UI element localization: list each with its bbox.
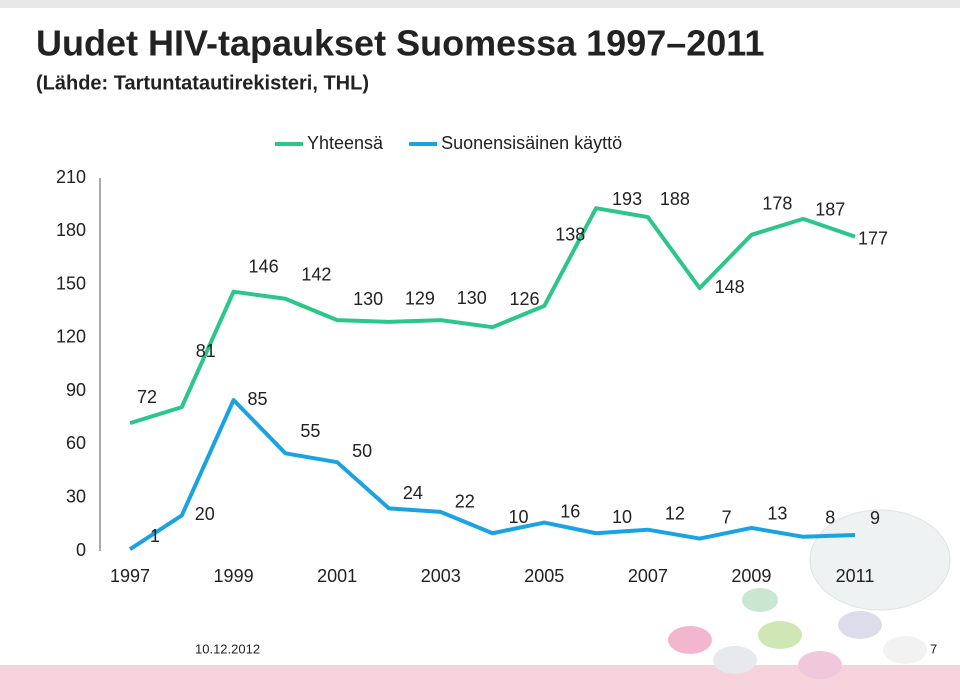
data-label: 9 <box>870 508 880 528</box>
chart-subtitle: (Lähde: Tartuntatautirekisteri, THL) <box>36 72 369 94</box>
data-label: 12 <box>665 503 685 523</box>
bottom-band <box>0 665 960 700</box>
y-tick-label: 210 <box>56 167 86 187</box>
legend-label: Yhteensä <box>307 133 384 153</box>
y-tick-label: 120 <box>56 327 86 347</box>
x-tick-label: 1997 <box>110 566 150 586</box>
y-tick-label: 30 <box>66 486 86 506</box>
data-label: 148 <box>715 277 745 297</box>
chart-title: Uudet HIV-tapaukset Suomessa 1997–2011 <box>36 23 764 64</box>
data-label: 138 <box>555 225 585 245</box>
legend-label: Suonensisäinen käyttö <box>441 133 622 153</box>
data-label: 50 <box>352 441 372 461</box>
x-tick-label: 2007 <box>628 566 668 586</box>
data-label: 81 <box>196 341 216 361</box>
y-tick-label: 0 <box>76 540 86 560</box>
data-label: 55 <box>300 421 320 441</box>
data-label: 7 <box>722 507 732 527</box>
data-label: 22 <box>455 492 475 512</box>
series-line <box>128 398 856 551</box>
data-label: 178 <box>762 194 792 214</box>
data-label: 72 <box>137 387 157 407</box>
x-tick-label: 2003 <box>421 566 461 586</box>
data-label: 13 <box>767 504 787 524</box>
data-label: 8 <box>825 508 835 528</box>
y-tick-label: 150 <box>56 273 86 293</box>
data-label: 188 <box>660 189 690 209</box>
data-label: 130 <box>353 289 383 309</box>
data-label: 142 <box>301 265 331 285</box>
y-tick-label: 90 <box>66 380 86 400</box>
data-label: 10 <box>612 507 632 527</box>
footer-page: 7 <box>930 641 937 656</box>
footer-date: 10.12.2012 <box>195 641 260 656</box>
top-strip <box>0 0 960 8</box>
x-tick-label: 2009 <box>731 566 771 586</box>
x-tick-label: 2001 <box>317 566 357 586</box>
data-label: 1 <box>150 526 160 546</box>
data-label: 85 <box>248 389 268 409</box>
pills-decoration <box>668 509 951 679</box>
data-label: 126 <box>509 289 539 309</box>
data-label: 146 <box>249 256 279 276</box>
data-label: 24 <box>403 483 423 503</box>
data-label: 129 <box>405 289 435 309</box>
y-tick-label: 60 <box>66 433 86 453</box>
data-label: 16 <box>560 501 580 521</box>
data-label: 177 <box>858 228 888 248</box>
data-label: 187 <box>815 200 845 220</box>
x-tick-label: 2011 <box>836 566 875 586</box>
data-label: 20 <box>195 504 215 524</box>
y-tick-label: 180 <box>56 220 86 240</box>
x-tick-label: 1999 <box>214 566 254 586</box>
data-label: 10 <box>508 507 528 527</box>
series-line <box>129 206 856 426</box>
data-label: 130 <box>457 288 487 308</box>
data-label: 193 <box>612 189 642 209</box>
x-tick-label: 2005 <box>524 566 564 586</box>
